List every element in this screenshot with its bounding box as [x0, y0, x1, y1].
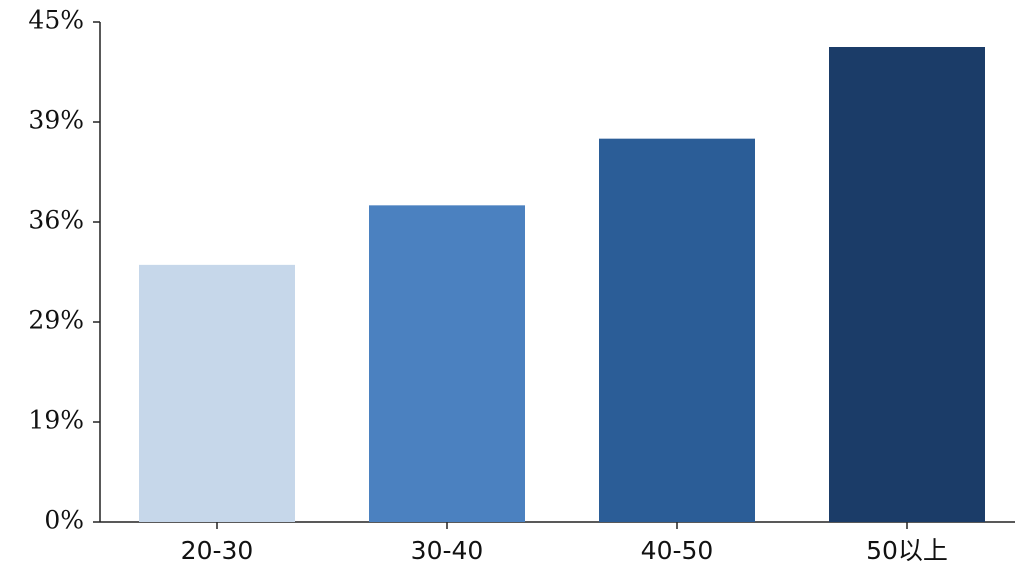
y-tick-label: 45%: [28, 6, 84, 35]
bar: [369, 205, 525, 523]
y-tick-label: 0%: [44, 506, 84, 535]
y-tick-label: 19%: [28, 406, 84, 435]
y-tick-label: 39%: [28, 106, 84, 135]
bar: [139, 264, 295, 522]
x-tick-label: 20-30: [181, 536, 254, 565]
x-tick-label: 50以上: [866, 536, 948, 565]
x-tick-label: 40-50: [641, 536, 714, 565]
y-tick-label: 36%: [28, 206, 84, 235]
bar: [829, 47, 985, 522]
bar: [599, 138, 755, 522]
x-tick-label: 30-40: [411, 536, 484, 565]
y-tick-label: 29%: [28, 306, 84, 335]
